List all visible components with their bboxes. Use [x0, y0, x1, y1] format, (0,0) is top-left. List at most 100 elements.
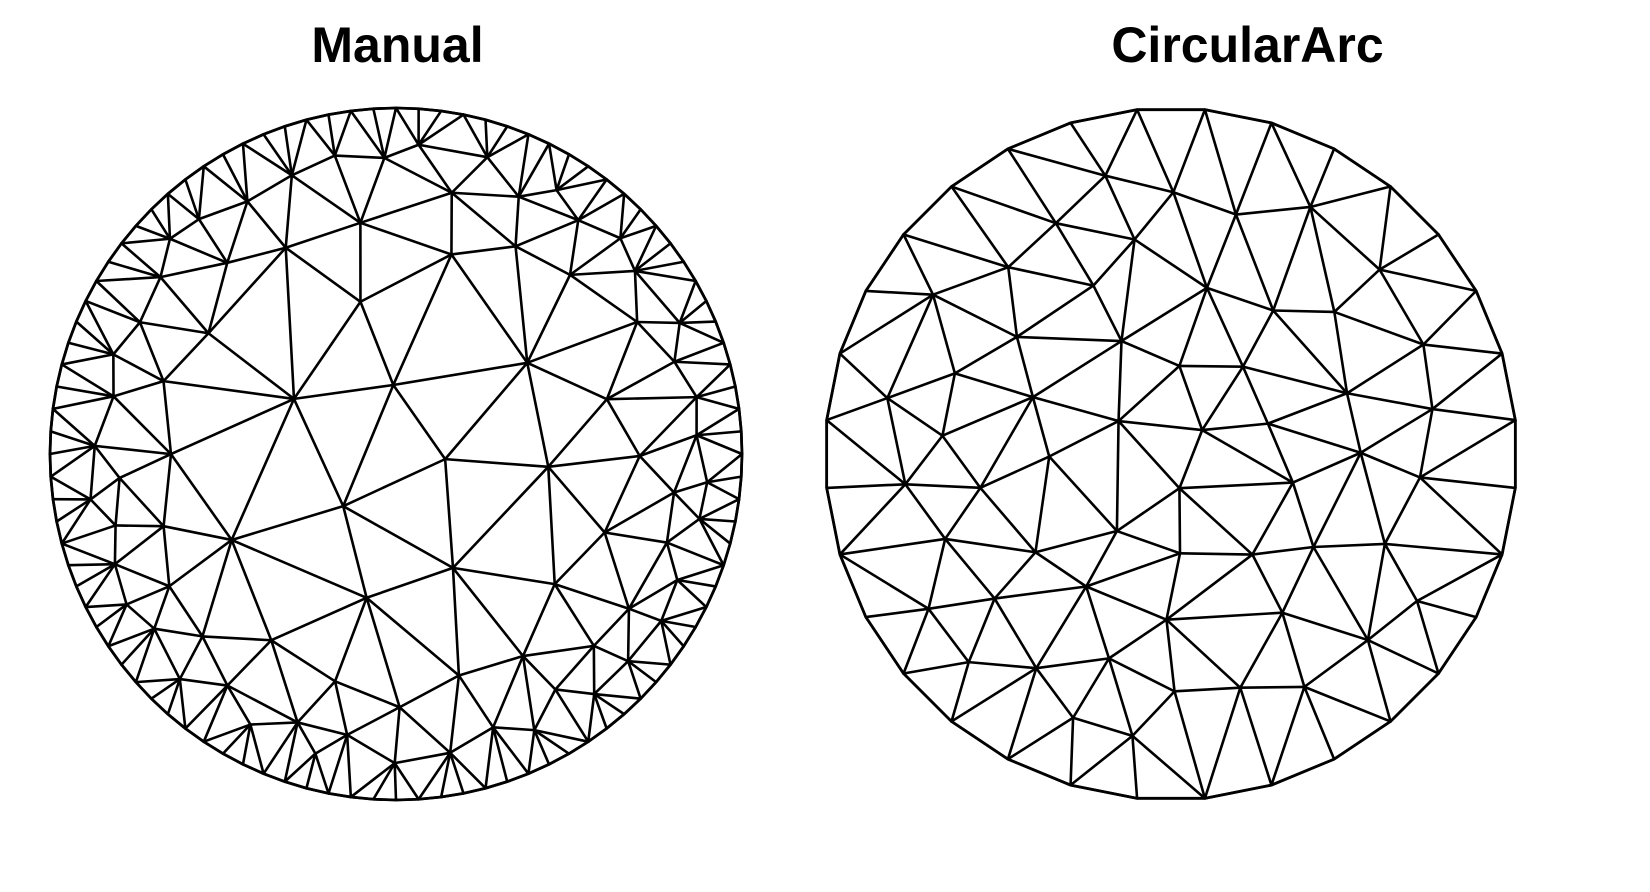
- mesh-edge: [665, 491, 676, 544]
- mesh-edge: [1104, 174, 1136, 241]
- mesh-edge: [864, 607, 930, 619]
- mesh-edges: [825, 108, 1517, 800]
- mesh-edge: [113, 524, 165, 566]
- mesh-edge: [107, 603, 128, 648]
- mesh-edge: [1378, 233, 1440, 271]
- mesh-edge: [950, 185, 1010, 269]
- mesh-edge: [225, 246, 288, 265]
- mesh-edge: [638, 433, 698, 458]
- mesh-edge: [698, 517, 732, 545]
- mesh-edge: [705, 475, 743, 484]
- mesh-edge: [484, 726, 495, 790]
- mesh-edge: [941, 434, 982, 490]
- mesh-edge: [383, 143, 420, 160]
- mesh-edge: [943, 486, 982, 541]
- mesh-edge: [394, 106, 420, 147]
- mesh-edge: [249, 723, 265, 775]
- mesh-edge: [603, 531, 669, 544]
- mesh-edge: [383, 156, 454, 195]
- mesh-edge: [107, 627, 156, 648]
- mesh-edge: [695, 395, 741, 411]
- mesh-edge: [290, 154, 337, 177]
- mesh-edge: [1366, 542, 1387, 642]
- mesh-edge: [1107, 657, 1134, 738]
- manual-mesh-diagram: [48, 106, 744, 802]
- mesh-edge: [554, 688, 590, 743]
- mesh-edge: [546, 397, 609, 469]
- mesh-edge: [202, 684, 229, 743]
- mesh-edge: [60, 542, 117, 566]
- mesh-edge: [678, 299, 708, 325]
- mesh-edge: [931, 293, 1019, 339]
- mesh-edge: [1251, 545, 1315, 556]
- mesh-edge: [314, 733, 349, 755]
- mesh-edge: [576, 218, 622, 240]
- mesh-edge: [1172, 190, 1238, 216]
- mesh-edge: [162, 524, 233, 542]
- mesh-edge: [393, 761, 398, 802]
- domain-boundary: [825, 108, 1517, 800]
- mesh-edge: [341, 457, 447, 508]
- mesh-edge: [107, 260, 162, 279]
- mesh-edge: [246, 173, 294, 203]
- mesh-edge: [241, 142, 294, 177]
- mesh-edge: [1241, 365, 1349, 395]
- mesh-edge: [1422, 343, 1504, 355]
- mesh-edge: [197, 217, 229, 265]
- mesh-edge: [967, 660, 1038, 670]
- mesh-edge: [1309, 147, 1336, 209]
- mesh-edge: [676, 578, 717, 588]
- mesh-edge: [305, 752, 317, 790]
- mesh-edge: [417, 113, 465, 147]
- mesh-edge: [1092, 238, 1136, 287]
- mesh-edge: [162, 524, 171, 588]
- mesh-edge: [284, 246, 296, 401]
- mesh-edge: [1205, 213, 1238, 290]
- mesh-edge: [1115, 419, 1120, 533]
- mesh-edge: [365, 566, 455, 600]
- mesh-edge: [672, 480, 709, 494]
- mesh-edge: [114, 524, 165, 528]
- mesh-edge: [365, 596, 461, 677]
- mesh-edge: [1422, 343, 1434, 411]
- mesh-edge: [633, 242, 672, 273]
- mesh-edge: [462, 113, 489, 159]
- mesh-edge: [838, 482, 907, 556]
- mesh-edge: [705, 480, 741, 501]
- mesh-edge: [333, 680, 349, 737]
- mesh-edge: [1165, 611, 1284, 621]
- mesh-edge: [269, 638, 299, 724]
- mesh-edge: [953, 372, 1035, 399]
- mesh-edge: [1383, 542, 1504, 556]
- mesh-edge: [1165, 553, 1254, 621]
- mesh-edge: [1200, 428, 1295, 484]
- mesh-edge: [1034, 585, 1088, 670]
- mesh-edge: [166, 192, 201, 221]
- mesh-edge: [592, 607, 631, 648]
- mesh-edge: [554, 644, 596, 691]
- mesh-edge: [1200, 422, 1270, 432]
- mesh-edge: [592, 692, 608, 730]
- mesh-edge: [1271, 205, 1312, 312]
- mesh-edge: [1200, 365, 1245, 432]
- mesh-edge: [633, 269, 697, 283]
- mesh-edge: [451, 465, 550, 570]
- mesh-edge: [125, 603, 156, 631]
- mesh-edge: [592, 659, 630, 696]
- mesh-edge: [626, 607, 631, 663]
- mesh-edge: [532, 728, 571, 755]
- mesh-edge: [695, 385, 737, 399]
- mesh-edge: [553, 582, 596, 648]
- mesh-edge: [1178, 364, 1245, 368]
- mesh-edge: [1084, 585, 1168, 621]
- mesh-edge: [345, 733, 397, 765]
- mesh-edge: [152, 627, 204, 638]
- mesh-edge: [1034, 550, 1088, 588]
- mesh-edge: [1281, 611, 1370, 642]
- mesh-edge: [450, 245, 517, 256]
- mesh-edge: [60, 363, 115, 398]
- mesh-edge: [838, 293, 935, 355]
- mesh-edge: [230, 538, 368, 600]
- mesh-edge: [333, 680, 401, 709]
- mesh-edge: [169, 397, 296, 456]
